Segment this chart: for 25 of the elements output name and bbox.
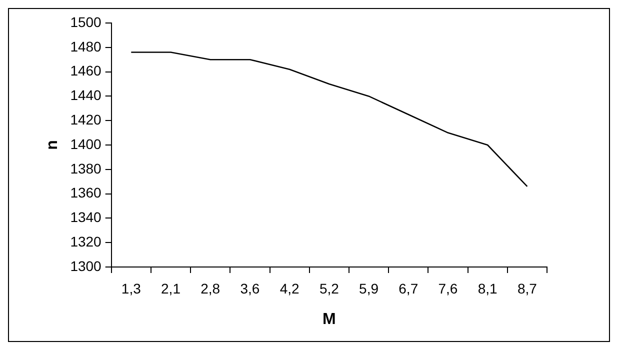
x-tick-label: 5,9: [359, 280, 379, 296]
y-tick-label: 1400: [70, 136, 102, 152]
y-tick-label: 1360: [70, 184, 102, 201]
x-tick-label: 8,1: [478, 280, 498, 296]
y-tick-label: 1380: [70, 160, 102, 176]
x-tick-label: 7,6: [438, 280, 458, 296]
x-tick-label: 5,2: [319, 280, 340, 296]
x-tick-label: 4,2: [280, 280, 300, 296]
x-tick-label: 8,7: [517, 280, 538, 296]
chart-frame: M n 1,3 2,1 2,8 3,6 4,2 5,2 5,9 6,7 7,6 8,1 8,7 1300 1320 1340 1360 1380 1400 1420 1440 1460 1480 1500: [8, 8, 610, 342]
y-tick-label: 1500: [70, 14, 102, 30]
x-axis-title: M: [322, 310, 336, 328]
x-tick-label: 6,7: [398, 280, 418, 296]
y-tick-label: 1460: [70, 62, 102, 79]
x-tick-label: 2,1: [161, 280, 181, 296]
x-tick-label: 3,6: [240, 280, 260, 296]
y-tick-label: 1320: [70, 233, 102, 250]
x-tick-label: 1,3: [121, 280, 142, 296]
y-tick-label: 1300: [70, 258, 102, 274]
y-tick-label: 1440: [70, 87, 102, 104]
x-tick-label: 2,8: [200, 280, 220, 296]
y-tick-label: 1480: [70, 38, 102, 54]
y-tick-label: 1340: [70, 209, 102, 226]
y-axis-title: n: [44, 140, 62, 150]
y-tick-label: 1420: [70, 111, 102, 128]
